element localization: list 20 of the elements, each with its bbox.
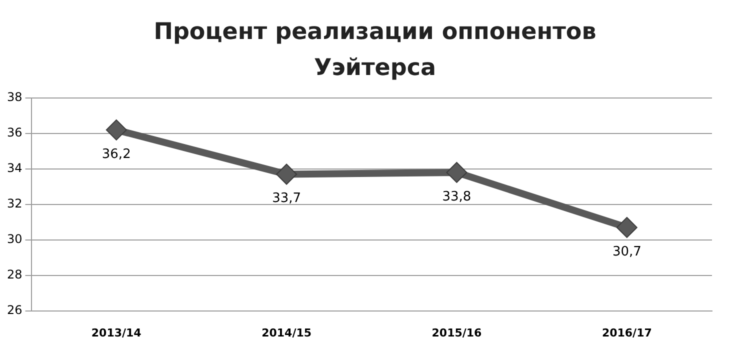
x-tick-label: 2015/16 [432,326,482,340]
point [616,216,638,238]
y-tick-label: 34 [6,161,22,176]
point [106,119,127,140]
data-label: 36,2 [102,146,131,162]
y-tick-label: 28 [6,267,22,282]
y-tick-label: 36 [6,126,22,140]
chart-title: Процент реализации оппонентов Уэйтерса [152,18,598,83]
data-label: 30,7 [612,244,642,260]
data-label: 33,8 [442,189,472,204]
y-tick-label: 38 [6,90,22,104]
point [276,164,298,185]
y-tick-label: 30 [6,232,22,246]
x-tick-label: 2016/17 [602,326,652,340]
y-tick-label: 26 [6,302,22,317]
x-tick-label: 2013/14 [91,326,142,340]
x-tick-label: 2014/15 [262,326,312,340]
y-tick-label: 32 [6,196,22,211]
data-label: 33,7 [272,191,302,206]
point [446,162,468,183]
